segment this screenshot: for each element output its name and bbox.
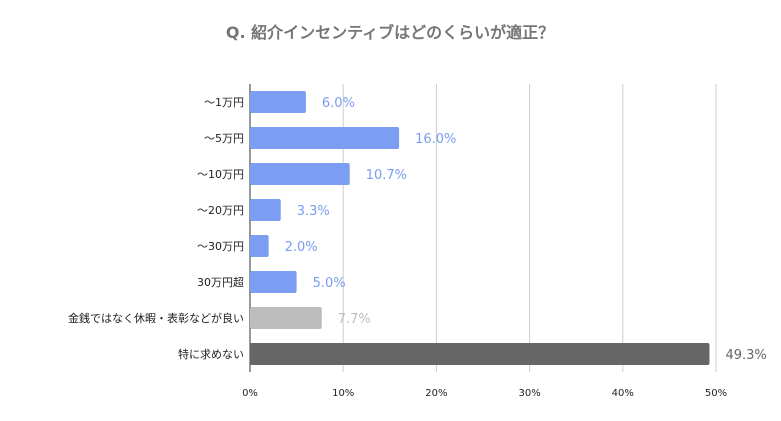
data-label: 3.3% <box>297 204 330 219</box>
data-label: 5.0% <box>313 276 346 291</box>
bar <box>250 271 297 293</box>
data-label: 6.0% <box>322 96 355 111</box>
bar <box>250 307 322 329</box>
bar <box>250 235 269 257</box>
data-label: 16.0% <box>415 132 456 147</box>
category-label: 〜20万円 <box>197 204 244 217</box>
bar <box>250 91 306 113</box>
x-tick-label: 20% <box>425 388 447 399</box>
category-label: 〜5万円 <box>204 132 244 145</box>
x-axis-ticks: 0% 10% 20% 30% 40% 50% <box>242 388 727 399</box>
category-labels: 〜1万円〜5万円〜10万円〜20万円〜30万円 30万円超金銭ではなく休暇・表彰な… <box>68 96 244 361</box>
data-label: 10.7% <box>366 168 407 183</box>
x-tick-label: 50% <box>705 388 727 399</box>
category-label: 〜10万円 <box>197 168 244 181</box>
x-tick-label: 40% <box>612 388 634 399</box>
bar <box>250 127 400 149</box>
x-tick-label: 30% <box>518 388 540 399</box>
x-tick-label: 10% <box>332 388 354 399</box>
data-label: 7.7% <box>338 312 371 327</box>
category-label: 特に求めない <box>178 347 244 361</box>
category-label: 金銭ではなく休暇・表彰などが良い <box>68 311 244 325</box>
category-label: 〜30万円 <box>197 240 244 253</box>
bar <box>250 343 710 365</box>
category-label: 30万円超 <box>197 275 244 289</box>
bar <box>250 163 350 185</box>
data-label: 2.0% <box>285 240 318 255</box>
x-tick-label: 0% <box>242 388 258 399</box>
data-labels: 6.0% 16.0% 10.7% 3.3% 2.0% 5.0% 7.7% 49.3% <box>285 96 767 363</box>
data-label: 49.3% <box>725 348 766 363</box>
bar <box>250 199 281 221</box>
category-label: 〜1万円 <box>204 96 244 109</box>
bars <box>250 91 710 365</box>
chart-title: Q. 紹介インセンティブはどのくらいが適正？ <box>226 23 554 42</box>
